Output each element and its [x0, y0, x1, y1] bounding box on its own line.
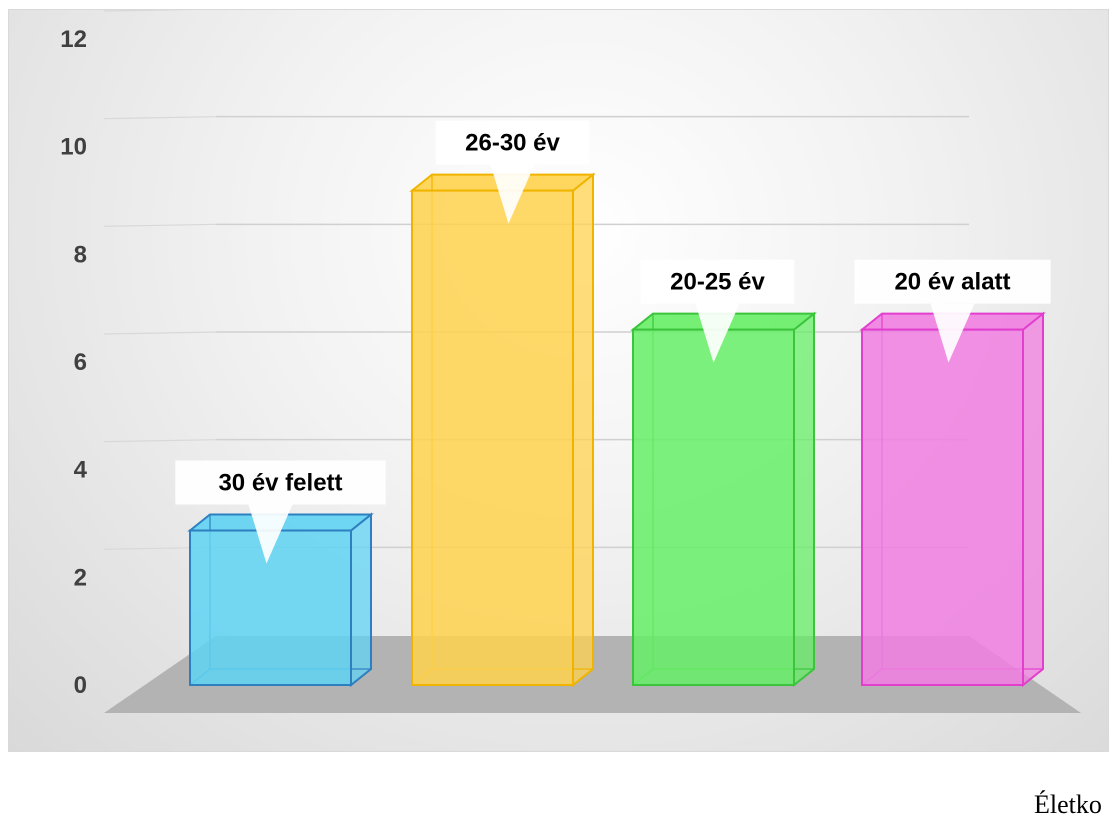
- data-label-text: 30 év felett: [218, 470, 342, 497]
- bar-front-face: [632, 328, 795, 686]
- data-label-3: 20-25 év: [640, 259, 795, 363]
- gridline-connector: [103, 116, 217, 120]
- y-tick-label: 8: [74, 241, 87, 268]
- bar-4: [859, 311, 1046, 688]
- data-label-2: 26-30 év: [435, 120, 590, 224]
- data-label-pointer: [930, 303, 975, 363]
- gridline-connector: [103, 439, 217, 443]
- data-label-text: 20 év alatt: [894, 269, 1010, 296]
- y-tick-label: 4: [74, 457, 88, 484]
- caption-text: Életko: [1034, 790, 1102, 819]
- bar-side-face: [793, 311, 815, 688]
- data-label-pointer: [695, 303, 740, 363]
- y-tick-label: 12: [60, 26, 87, 53]
- y-tick-label: 0: [74, 672, 87, 699]
- gridline-connector: [103, 10, 194, 12]
- chart-area: 0 2 4 6 8 10 12 30 év felett 26-30 év 20-25 év 20…: [8, 9, 1109, 752]
- bar-front-face: [411, 189, 574, 686]
- bar-side-face: [1022, 311, 1044, 688]
- gridline-connector: [103, 331, 217, 335]
- data-label-text: 20-25 év: [670, 269, 765, 296]
- bar-3: [630, 311, 817, 688]
- bar-chart: 0 2 4 6 8 10 12 30 év felett 26-30 év 20-25 év 20…: [60, 10, 1081, 713]
- data-label-box: [175, 460, 386, 505]
- bar-front-face: [861, 328, 1024, 686]
- data-label-box: [640, 259, 795, 304]
- data-label-text: 26-30 év: [465, 130, 560, 157]
- y-tick-label: 2: [74, 564, 87, 591]
- data-label-pointer: [248, 504, 293, 564]
- data-label-box: [854, 259, 1051, 304]
- bar-side-face: [572, 172, 594, 688]
- data-label-box: [435, 120, 590, 165]
- data-label-pointer: [490, 164, 535, 224]
- bar-2: [409, 172, 596, 688]
- data-label-1: 30 év felett: [175, 460, 386, 564]
- bar-side-face: [350, 512, 372, 688]
- y-tick-label: 6: [74, 349, 87, 376]
- y-tick-label: 10: [60, 134, 87, 161]
- bar-1: [187, 512, 374, 688]
- bar-front-face: [189, 529, 352, 686]
- data-label-4: 20 év alatt: [854, 259, 1051, 363]
- gridline-connector: [103, 223, 217, 227]
